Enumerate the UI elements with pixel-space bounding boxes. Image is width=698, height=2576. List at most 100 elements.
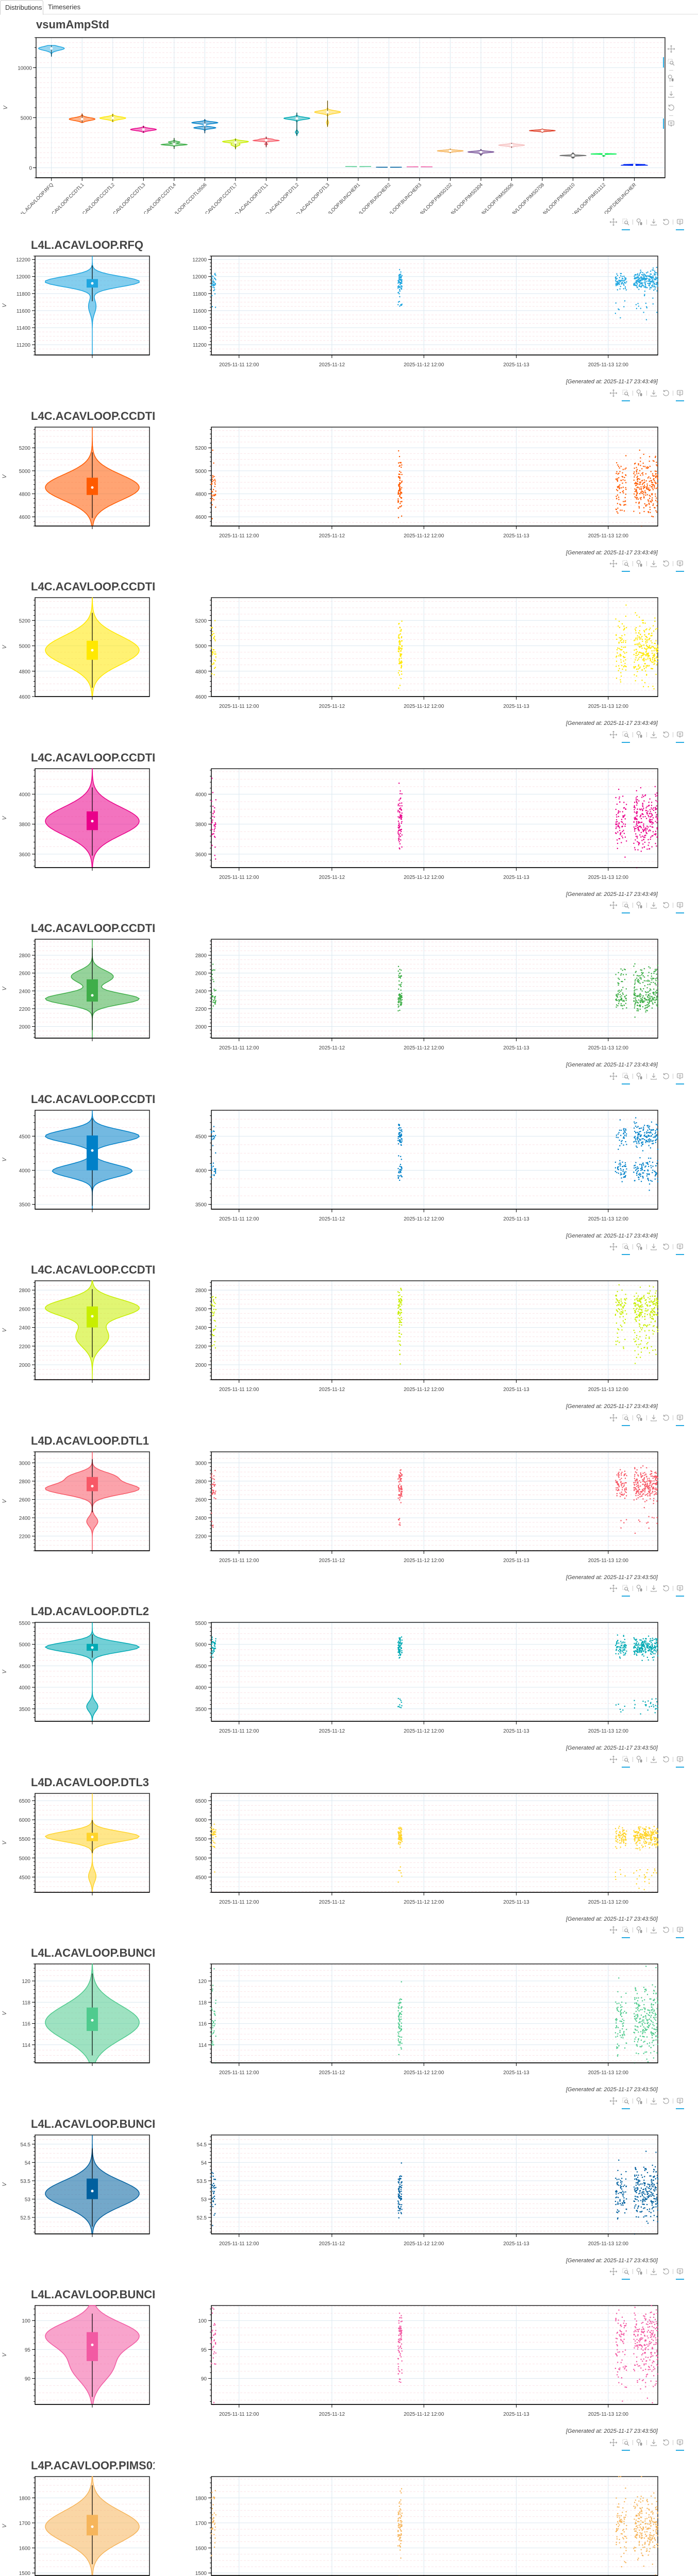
hover-icon[interactable] xyxy=(674,557,686,572)
violin-median-dot xyxy=(91,649,94,652)
tab-timeseries[interactable]: Timeseries xyxy=(48,3,81,11)
save-icon[interactable] xyxy=(647,1241,660,1253)
summary-violin[interactable] xyxy=(69,113,96,123)
save-icon[interactable] xyxy=(647,1412,660,1424)
scatter-point xyxy=(643,484,645,486)
box-zoom-icon[interactable] xyxy=(620,387,632,401)
box-zoom-icon[interactable] xyxy=(620,899,632,913)
hover-icon[interactable] xyxy=(674,387,686,401)
pan-icon[interactable] xyxy=(607,1412,620,1424)
wheel-zoom-icon[interactable] xyxy=(634,387,646,399)
save-icon[interactable] xyxy=(647,387,660,399)
pan-icon[interactable] xyxy=(607,1241,620,1253)
summary-violin[interactable] xyxy=(437,148,464,154)
hover-icon[interactable] xyxy=(674,1070,686,1084)
scatter-point xyxy=(618,999,620,1001)
summary-violin[interactable] xyxy=(559,152,587,159)
hover-icon[interactable] xyxy=(674,728,686,743)
summary-violin[interactable] xyxy=(467,149,494,156)
summary-violin[interactable] xyxy=(314,100,341,127)
save-icon[interactable] xyxy=(647,1582,660,1595)
reset-icon[interactable] xyxy=(660,1582,672,1595)
timeseries-plot[interactable]: 1120011400116001180012000122002025-11-11… xyxy=(0,219,698,374)
summary-violin[interactable] xyxy=(345,165,371,168)
save-icon[interactable] xyxy=(647,1070,660,1082)
save-icon[interactable] xyxy=(647,216,660,228)
pan-icon[interactable] xyxy=(607,216,620,228)
scatter-point xyxy=(647,1131,649,1133)
wheel-zoom-icon[interactable] xyxy=(634,216,646,228)
box-zoom-icon[interactable] xyxy=(620,728,632,743)
summary-violin[interactable] xyxy=(620,163,649,166)
summary-violin[interactable] xyxy=(252,137,280,147)
pan-icon[interactable] xyxy=(607,1582,620,1595)
box-zoom-icon[interactable] xyxy=(620,1070,632,1084)
box-zoom-icon[interactable] xyxy=(620,557,632,572)
summary-violin-chart[interactable]: 0500010000VL4L.ACAVLOOP.RFQL4C.ACAVLOOP.… xyxy=(0,28,698,214)
summary-violin[interactable] xyxy=(160,138,188,149)
reset-icon[interactable] xyxy=(660,728,672,741)
pan-icon[interactable] xyxy=(607,1070,620,1082)
summary-violin[interactable] xyxy=(376,166,402,169)
summary-violin[interactable] xyxy=(498,142,525,148)
summary-violin[interactable] xyxy=(406,165,433,168)
save-icon[interactable] xyxy=(647,899,660,911)
wheel-zoom-icon[interactable] xyxy=(634,728,646,741)
save-icon[interactable] xyxy=(647,728,660,741)
wheel-zoom-icon[interactable] xyxy=(634,1241,646,1253)
box-zoom-icon[interactable] xyxy=(620,1241,632,1255)
hover-icon[interactable] xyxy=(674,1412,686,1426)
wheel-zoom-icon[interactable] xyxy=(634,1070,646,1082)
reset-icon[interactable] xyxy=(660,899,672,911)
save-icon[interactable] xyxy=(647,557,660,570)
hover-icon[interactable] xyxy=(674,1582,686,1597)
reset-icon[interactable] xyxy=(660,216,672,228)
pan-icon[interactable] xyxy=(607,557,620,570)
box-zoom-icon[interactable] xyxy=(620,1582,632,1597)
pan-icon[interactable] xyxy=(607,899,620,911)
scatter-point xyxy=(638,829,640,831)
hover-icon[interactable] xyxy=(674,899,686,913)
summary-violin[interactable] xyxy=(38,45,65,57)
reset-icon[interactable] xyxy=(660,1070,672,1082)
summary-violin[interactable] xyxy=(590,152,617,157)
pan-icon[interactable] xyxy=(607,728,620,741)
hover-icon[interactable] xyxy=(674,1241,686,1255)
box-zoom-icon[interactable] xyxy=(620,216,632,230)
wheel-zoom-icon[interactable] xyxy=(634,1582,646,1595)
summary-violin[interactable] xyxy=(222,138,249,149)
summary-violin[interactable] xyxy=(191,119,219,133)
wheel-zoom-icon[interactable] xyxy=(634,899,646,911)
tab-distributions[interactable]: Distributions xyxy=(0,0,43,15)
summary-violin[interactable] xyxy=(130,125,157,133)
reset-icon[interactable] xyxy=(660,557,672,570)
box-zoom-icon[interactable] xyxy=(620,1412,632,1426)
wheel-zoom-icon[interactable] xyxy=(634,557,646,570)
reset-icon[interactable] xyxy=(660,1412,672,1424)
pan-icon[interactable] xyxy=(607,387,620,399)
wheel-zoom-icon[interactable] xyxy=(634,1412,646,1424)
reset-icon[interactable] xyxy=(660,1241,672,1253)
hover-icon[interactable] xyxy=(674,216,686,230)
summary-violin[interactable] xyxy=(528,128,556,133)
summary-violin[interactable] xyxy=(283,112,311,137)
summary-violin[interactable] xyxy=(99,113,126,122)
reset-icon[interactable] xyxy=(660,387,672,399)
